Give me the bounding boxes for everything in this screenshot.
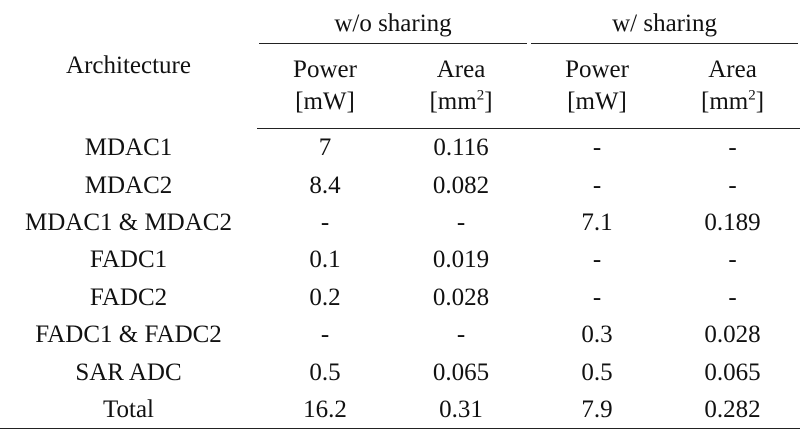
row-name-cell: MDAC1 [84,133,173,161]
area-unit: [mm2] [429,87,493,115]
value-cell: - [728,283,737,311]
value-cell: - [456,321,466,349]
table-row: MDAC2 8.4 0.082 - - [0,166,800,203]
row-name-cell: SAR ADC [75,358,182,386]
value-cell: 0.028 [704,321,761,349]
value-cell: - [592,246,602,274]
value-cell: - [728,171,737,199]
group-header-without-sharing: w/o sharing [257,0,529,44]
area-unit: [mm2] [701,87,765,115]
value-cell: 0.189 [704,208,761,236]
value-cell: 8.4 [309,171,341,199]
value-cell: - [320,208,330,236]
power-unit: [mW] [295,88,355,115]
value-cell: 0.282 [665,390,800,429]
value-cell: 7.1 [581,208,613,236]
value-cell: - [320,321,330,349]
header-unit-row: Power [mW] Area [mm2] Power [mW] Area [m… [0,44,800,129]
area-label: Area [436,55,486,83]
value-cell: - [592,283,602,311]
table-row: Total 16.2 0.31 7.9 0.282 [0,390,800,429]
value-cell: - [456,208,466,236]
value-cell: - [728,134,737,162]
value-cell: 0.065 [704,358,761,386]
row-name-cell: MDAC2 [84,171,173,199]
power-label: Power [565,55,629,83]
area-header-with-sharing: Area [mm2] [665,44,800,129]
value-cell: 0.019 [432,246,490,274]
power-header-with-sharing: Power [mW] [529,44,666,129]
value-cell: 0.028 [432,283,490,311]
row-name-cell: FADC1 [89,246,168,274]
value-cell: 0.1 [309,246,341,274]
value-cell: 0.2 [309,283,341,311]
value-cell: 0.5 [581,358,613,386]
table-row: FADC1 & FADC2 - - 0.3 0.028 [0,316,800,353]
power-header-without-sharing: Power [mW] [257,44,393,129]
value-cell: - [592,134,602,162]
value-cell: 0.5 [309,358,341,386]
area-header-without-sharing: Area [mm2] [393,44,530,129]
row-name-cell: Total [0,390,257,429]
table-row: FADC2 0.2 0.028 - - [0,279,800,316]
row-name-cell: MDAC1 & MDAC2 [25,208,232,236]
value-cell: 7.9 [529,390,666,429]
value-cell: - [728,246,737,274]
table-row: MDAC1 & MDAC2 - - 7.1 0.189 [0,204,800,241]
power-label: Power [293,55,357,83]
value-cell: 16.2 [257,390,393,429]
value-cell: 0.116 [433,134,489,162]
value-cell: 0.31 [393,390,530,429]
table-header: Architecture w/o sharing w/ sharing Powe… [0,0,800,129]
value-cell: 0.3 [581,321,613,349]
table-row: MDAC1 7 0.116 - - [0,129,800,167]
table-body: MDAC1 7 0.116- - MDAC2 8.4 0.082- - MDAC1 & MDAC… [0,129,800,429]
value-cell: 0.082 [432,171,490,199]
value-cell: - [592,171,602,199]
group-header-with-sharing: w/ sharing [529,0,800,44]
architecture-header: Architecture [66,51,191,79]
row-name-cell: FADC1 & FADC2 [35,321,222,349]
area-label: Area [708,55,757,83]
value-cell: 0.065 [432,358,490,386]
row-name-cell: FADC2 [89,283,168,311]
value-cell: 7 [318,134,332,162]
table-row: FADC1 0.1 0.019 - - [0,241,800,278]
header-group-row: Architecture w/o sharing w/ sharing [0,0,800,78]
power-unit: [mW] [567,88,627,115]
table-row: SAR ADC 0.5 0.065 0.5 0.065 [0,353,800,390]
